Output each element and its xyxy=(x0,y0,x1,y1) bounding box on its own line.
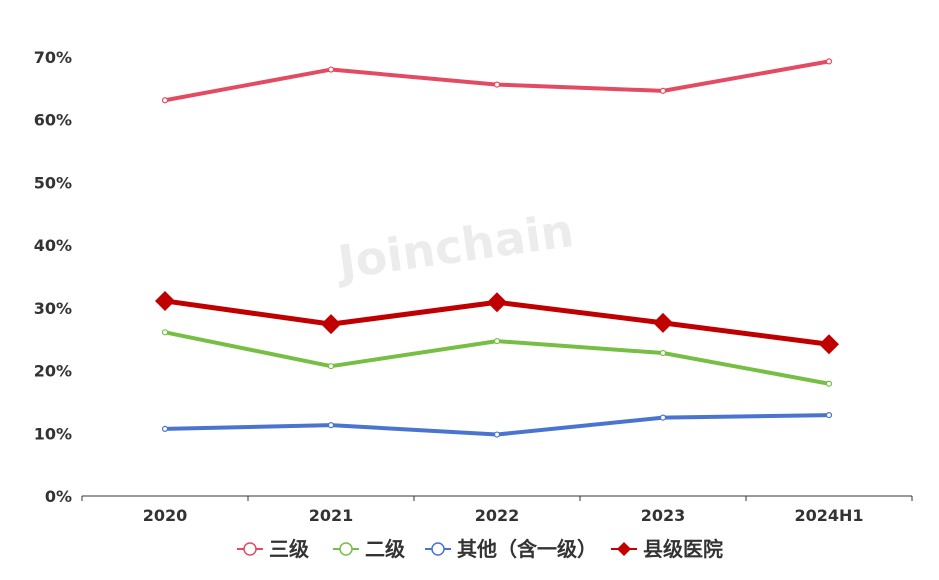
data-point xyxy=(659,414,667,421)
legend[interactable]: 三级 二级 其他（含一级） 县级医院 xyxy=(237,537,723,561)
data-point xyxy=(825,411,833,419)
data-point xyxy=(493,81,501,88)
data-point xyxy=(659,87,667,94)
y-axis: 0% 10% 20% 30% 40% 50% 60% 70% xyxy=(34,48,72,506)
x-tick-label: 2022 xyxy=(475,506,520,525)
x-axis: 2020 2021 2022 2023 2024H1 xyxy=(81,495,913,525)
x-tick-label: 2023 xyxy=(641,506,686,525)
data-point xyxy=(487,292,507,313)
legend-circle-icon xyxy=(339,542,353,556)
legend-label: 三级 xyxy=(269,537,309,561)
series-circle xyxy=(161,411,833,438)
y-tick-label: 10% xyxy=(34,424,72,443)
data-point xyxy=(155,290,175,311)
legend-diamond-icon xyxy=(617,542,631,556)
y-tick-label: 0% xyxy=(45,487,72,506)
y-tick-label: 20% xyxy=(34,362,72,381)
data-point xyxy=(819,334,839,355)
legend-label: 其他（含一级） xyxy=(457,537,597,561)
y-tick-label: 40% xyxy=(34,236,72,255)
data-point xyxy=(327,363,335,370)
series-circle xyxy=(161,58,833,104)
data-point xyxy=(161,329,169,336)
series-circle xyxy=(161,329,833,387)
data-point xyxy=(327,66,335,73)
legend-item[interactable]: 县级医院 xyxy=(611,537,723,561)
data-point xyxy=(825,58,833,65)
data-point xyxy=(659,349,667,357)
legend-item[interactable]: 三级 xyxy=(237,537,309,561)
y-tick-label: 50% xyxy=(34,173,72,192)
legend-item[interactable]: 其他（含一级） xyxy=(425,537,597,561)
legend-item[interactable]: 二级 xyxy=(333,537,405,561)
y-tick-label: 30% xyxy=(34,299,72,318)
data-point xyxy=(327,422,335,429)
x-tick-label: 2021 xyxy=(309,506,354,525)
x-tick-label: 2020 xyxy=(143,506,188,525)
data-point xyxy=(825,380,833,387)
data-point xyxy=(493,337,501,345)
data-point xyxy=(321,314,341,335)
legend-circle-icon xyxy=(431,542,445,556)
data-point xyxy=(493,431,501,438)
watermark: Joinchain xyxy=(332,203,577,290)
data-point xyxy=(161,97,169,104)
legend-label: 县级医院 xyxy=(643,537,723,561)
series-diamond xyxy=(155,290,839,355)
x-tick-label: 2024H1 xyxy=(794,506,863,525)
y-tick-label: 70% xyxy=(34,48,72,67)
data-point xyxy=(653,312,673,333)
y-tick-label: 60% xyxy=(34,111,72,130)
series-layer xyxy=(155,58,839,438)
legend-label: 二级 xyxy=(365,537,405,561)
series-line xyxy=(163,59,831,103)
data-point xyxy=(161,425,169,432)
legend-circle-icon xyxy=(243,542,257,556)
